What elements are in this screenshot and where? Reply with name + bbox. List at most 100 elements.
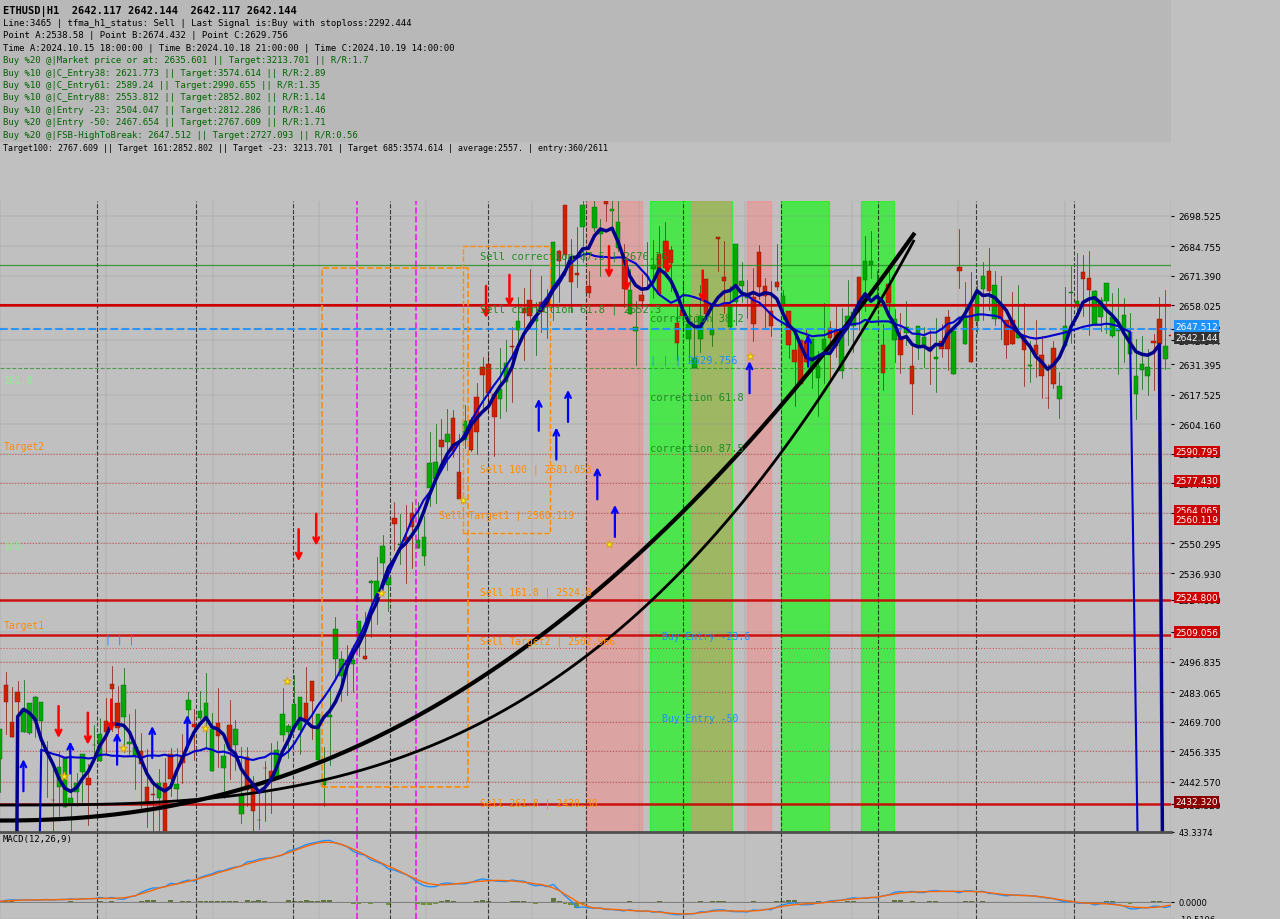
Bar xyxy=(980,277,986,289)
Bar xyxy=(781,297,785,306)
Bar xyxy=(616,223,621,249)
Text: 2564.065: 2564.065 xyxy=(1175,506,1219,516)
Bar xyxy=(480,368,485,376)
Bar xyxy=(323,268,468,788)
Bar xyxy=(957,902,961,903)
Bar xyxy=(133,747,137,755)
Bar xyxy=(1028,365,1032,366)
Bar xyxy=(351,902,356,904)
Text: 100: 100 xyxy=(4,541,22,551)
Bar xyxy=(1062,902,1068,903)
Bar xyxy=(168,900,173,902)
Bar xyxy=(851,312,855,327)
Text: Sell Target2 | 2502.966: Sell Target2 | 2502.966 xyxy=(480,636,616,646)
Bar xyxy=(521,901,526,902)
Bar xyxy=(563,206,567,255)
Bar xyxy=(946,318,950,349)
Bar xyxy=(916,327,920,346)
Bar xyxy=(516,322,520,331)
Bar xyxy=(285,901,291,902)
Bar xyxy=(463,421,467,440)
Bar xyxy=(1133,902,1138,903)
Bar xyxy=(575,274,579,276)
Bar xyxy=(1151,901,1156,902)
Bar xyxy=(652,266,655,270)
Bar xyxy=(421,538,426,557)
Bar xyxy=(763,287,767,296)
Bar xyxy=(68,798,73,805)
Bar xyxy=(1151,342,1156,344)
Bar xyxy=(151,794,155,795)
Bar xyxy=(357,902,361,904)
Bar xyxy=(451,419,456,451)
Bar xyxy=(975,295,979,322)
Point xyxy=(113,741,133,755)
Bar xyxy=(221,756,225,768)
Bar xyxy=(851,901,856,902)
Bar xyxy=(534,318,538,322)
Text: correction 87.5: correction 87.5 xyxy=(650,444,744,454)
Bar xyxy=(786,900,791,902)
Bar xyxy=(56,767,61,787)
Bar xyxy=(833,332,838,347)
Bar xyxy=(310,901,315,902)
Bar xyxy=(1051,348,1056,385)
Bar xyxy=(498,390,503,400)
Text: Buy %20 @|FSB-HighToBreak: 2647.512 || Target:2727.093 || R/R:0.56: Buy %20 @|FSB-HighToBreak: 2647.512 || T… xyxy=(3,130,357,140)
Bar xyxy=(38,702,44,721)
Bar xyxy=(675,323,680,344)
Bar xyxy=(310,682,314,701)
Text: correction 61.8: correction 61.8 xyxy=(650,393,744,403)
Bar xyxy=(774,283,780,288)
Point xyxy=(54,769,74,784)
Bar xyxy=(186,901,191,902)
Bar xyxy=(387,578,390,585)
Bar xyxy=(1034,346,1038,356)
Text: Target2: Target2 xyxy=(4,441,45,451)
Bar xyxy=(1134,377,1138,395)
Bar xyxy=(1004,902,1009,903)
Bar xyxy=(480,900,485,902)
Text: 2524.800: 2524.800 xyxy=(1175,594,1219,602)
Bar xyxy=(804,342,809,363)
Bar xyxy=(1169,902,1174,903)
Text: Buy %20 @|Entry -50: 2467.654 || Target:2767.609 || R/R:1.71: Buy %20 @|Entry -50: 2467.654 || Target:… xyxy=(3,118,325,127)
Bar xyxy=(269,771,273,778)
Bar xyxy=(892,320,897,340)
Bar xyxy=(681,311,685,316)
Bar xyxy=(439,440,444,448)
Bar xyxy=(1128,333,1133,355)
Bar xyxy=(316,714,320,760)
Bar xyxy=(550,243,556,289)
Bar xyxy=(433,902,438,904)
Bar xyxy=(74,783,79,792)
Bar xyxy=(1039,356,1044,377)
Bar xyxy=(562,902,567,903)
Bar xyxy=(1092,291,1097,325)
Bar xyxy=(15,692,20,702)
Bar xyxy=(387,902,390,904)
Bar xyxy=(274,750,279,778)
Bar xyxy=(328,715,332,717)
Bar xyxy=(1169,335,1174,336)
Bar xyxy=(369,902,374,904)
Bar xyxy=(210,730,214,771)
Bar xyxy=(362,656,367,659)
Bar xyxy=(748,202,771,832)
Bar xyxy=(698,317,703,340)
Text: 2577.430: 2577.430 xyxy=(1175,477,1219,486)
Bar xyxy=(169,754,173,778)
Bar xyxy=(727,307,732,327)
Point xyxy=(195,720,215,735)
Bar xyxy=(122,902,127,903)
Bar xyxy=(398,902,403,903)
Text: Sell 100 | 2581.053: Sell 100 | 2581.053 xyxy=(480,464,591,474)
Bar xyxy=(716,238,721,240)
Bar xyxy=(861,202,893,832)
Bar xyxy=(298,901,302,902)
Point xyxy=(452,493,472,507)
Bar xyxy=(1110,317,1115,337)
Bar xyxy=(1157,320,1162,345)
Bar xyxy=(987,272,991,292)
Bar xyxy=(244,757,250,790)
